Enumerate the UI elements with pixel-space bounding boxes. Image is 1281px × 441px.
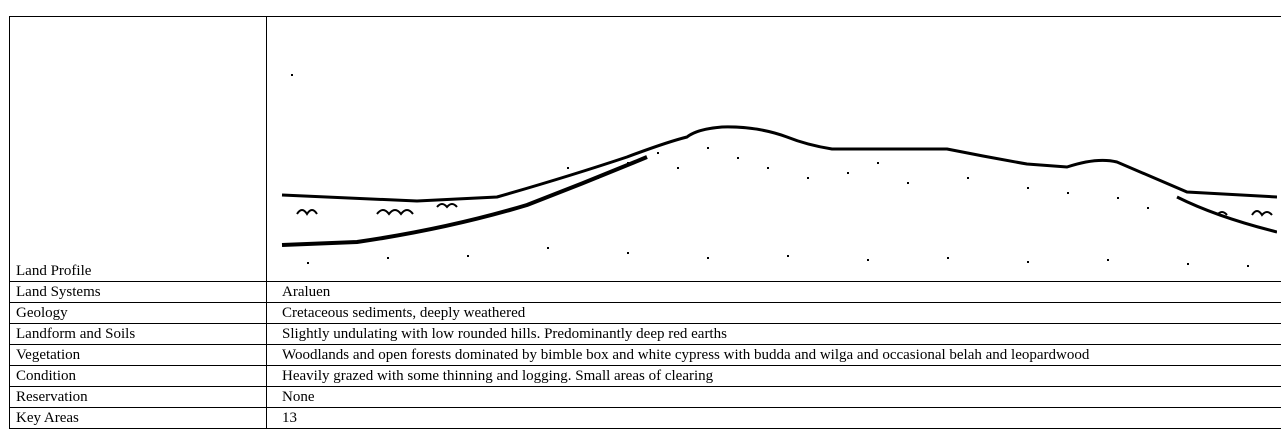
row-label: Landform and Soils bbox=[9, 324, 267, 344]
table-row: Land Systems Araluen bbox=[9, 282, 1281, 303]
land-table: Land Profile bbox=[9, 16, 1281, 429]
land-profile-drawing bbox=[281, 74, 1277, 267]
table-row: Geology Cretaceous sediments, deeply weat… bbox=[9, 303, 1281, 324]
row-value: Woodlands and open forests dominated by … bbox=[282, 347, 1090, 363]
row-value: None bbox=[282, 389, 315, 405]
table-row: Vegetation Woodlands and open forests dom… bbox=[9, 345, 1281, 366]
row-label: Land Systems bbox=[9, 282, 267, 302]
row-value: Araluen bbox=[282, 284, 331, 300]
row-label: Reservation bbox=[9, 387, 267, 407]
row-label: Vegetation bbox=[9, 345, 267, 365]
row-label: Land Profile bbox=[9, 17, 267, 281]
table-row: Reservation None bbox=[9, 387, 1281, 408]
table-row: Key Areas 13 bbox=[9, 408, 1281, 429]
row-label: Geology bbox=[9, 303, 267, 323]
table-row: Landform and Soils Slightly undulating wi… bbox=[9, 324, 1281, 345]
row-label: Key Areas bbox=[9, 408, 267, 428]
table-row: Condition Heavily grazed with some thinni… bbox=[9, 366, 1281, 387]
table-row: Land Profile bbox=[9, 17, 1281, 282]
profile-cell bbox=[267, 17, 1281, 281]
row-value: Heavily grazed with some thinning and lo… bbox=[282, 368, 714, 384]
row-label: Condition bbox=[9, 366, 267, 386]
row-value: Cretaceous sediments, deeply weathered bbox=[282, 305, 526, 321]
row-value: 13 bbox=[282, 410, 297, 426]
row-value: Slightly undulating with low rounded hil… bbox=[282, 326, 727, 342]
